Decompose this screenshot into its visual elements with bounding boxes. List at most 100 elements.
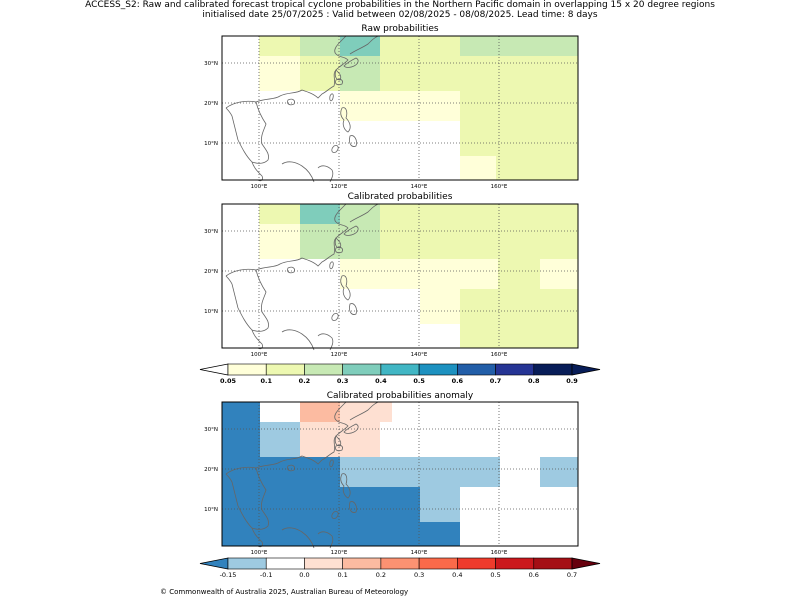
colorbar-anom-swatch [495,557,535,570]
colorbar-prob-swatch [418,363,458,376]
colorbar-prob-swatch [227,363,267,376]
lat-label: 20°N [204,269,218,275]
colorbar-prob-tick-label: 0.8 [528,377,540,385]
prob-cell [300,224,340,259]
anomaly-cell [222,487,420,522]
map-panel-calibrated [221,203,579,351]
lon-label: 100°E [251,550,268,556]
anomaly-cell [340,402,392,422]
lat-label: 30°N [204,61,218,67]
colorbar-prob-tick-label: 0.5 [413,377,425,385]
lat-label: 20°N [204,101,218,107]
colorbar-anomaly: -0.15 -0.1 0.0 0.1 0.2 0.3 0.4 0.5 0.6 0.7 [199,557,601,579]
panel-title-raw: Raw probabilities [361,24,439,34]
colorbar-anom-swatch [533,557,573,570]
colorbar-prob-swatch [342,363,382,376]
colorbar-anom-tick-label: 0.0 [299,571,309,579]
colorbar-prob-swatch [265,363,305,376]
prob-cell [340,56,380,91]
anomaly-cell [300,422,380,457]
prob-cell [420,289,460,324]
prob-cell [259,224,300,259]
colorbar-prob-tick-label: 0.2 [299,377,311,385]
colorbar-anom-over-arrow [571,557,601,570]
prob-cell [460,36,578,56]
figure-title-line-1: ACCESS_S2: Raw and calibrated forecast t… [85,0,715,10]
anomaly-cell [540,457,578,487]
colorbar-prob-tick-label: 0.7 [490,377,502,385]
prob-cell [460,289,578,324]
anomaly-cell [222,522,460,546]
colorbar-prob-swatch [304,363,343,376]
prob-cell [460,121,578,156]
prob-cell [340,204,380,224]
lat-label: 10°N [204,507,218,513]
lon-label: 160°E [491,352,508,358]
colorbar-anom-tick-label: 0.3 [414,571,424,579]
lat-label: 10°N [204,141,218,147]
graticule [222,402,578,546]
colorbar-prob-tick-label: 0.9 [566,377,578,385]
prob-cell [259,204,300,224]
lat-label: 10°N [204,309,218,315]
colorbar-anom-swatch [342,557,382,570]
colorbar-prob-over-arrow [571,363,601,376]
map-panel-raw [221,35,579,183]
anomaly-cell [222,422,260,457]
prob-cell [340,224,380,259]
prob-cell [498,259,540,289]
colorbar-anom-tick-label: 0.2 [376,571,386,579]
prob-cell [380,36,460,56]
colorbar-prob-under-arrow [199,363,229,376]
colorbar-prob-swatch [380,363,420,376]
copyright-notice: © Commonwealth of Australia 2025, Austra… [160,588,409,596]
figure-title-line-2: initialised date 25/07/2025 : Valid betw… [202,10,598,20]
graticule [222,36,578,180]
colorbar-anom-swatch [304,557,343,570]
colorbar-anom-swatch [457,557,496,570]
lon-label: 140°E [411,550,428,556]
lon-label: 120°E [331,184,348,190]
colorbar-prob-tick-label: 0.6 [452,377,464,385]
lon-label: 160°E [491,550,508,556]
colorbar-anom-tick-label: 0.5 [490,571,500,579]
prob-cell [460,91,578,121]
prob-cell [300,36,340,56]
colorbar-prob-tick-label: 0.1 [260,377,272,385]
lon-label: 140°E [411,184,428,190]
prob-cell [340,91,460,121]
colorbar-prob-tick-label: 0.4 [375,377,387,385]
prob-cell [540,259,578,289]
colorbar-anom-tick-label: -0.15 [220,571,237,579]
anomaly-cell [222,402,260,422]
lat-label: 30°N [204,427,218,433]
prob-cell [460,324,578,348]
anomaly-cell [300,402,340,422]
colorbar-anom-tick-label: 0.1 [337,571,347,579]
lat-label: 20°N [204,467,218,473]
lon-label: 120°E [331,550,348,556]
colorbar-probabilities: 0.05 0.1 0.2 0.3 0.4 0.5 0.6 0.7 0.8 0.9 [199,363,601,385]
colorbar-anom-tick-label: -0.1 [260,571,273,579]
colorbar-anom-swatch [418,557,458,570]
colorbar-anom-tick-label: 0.7 [567,571,577,579]
lon-label: 140°E [411,352,428,358]
lat-label: 30°N [204,229,218,235]
graticule [222,204,578,348]
prob-cell [496,156,578,180]
colorbar-prob-swatch [495,363,535,376]
colorbar-anom-swatch [380,557,420,570]
prob-cell [380,224,578,259]
colorbar-anom-under-arrow [199,557,229,570]
anomaly-cell [420,487,460,522]
colorbar-prob-swatch [533,363,573,376]
anomaly-cell [340,457,500,487]
lon-label: 160°E [491,184,508,190]
prob-cell [259,36,300,56]
colorbar-anom-swatch [265,557,305,570]
colorbar-prob-swatch [457,363,496,376]
colorbar-anom-swatch [227,557,267,570]
prob-cell [300,56,340,91]
lon-label: 120°E [331,352,348,358]
